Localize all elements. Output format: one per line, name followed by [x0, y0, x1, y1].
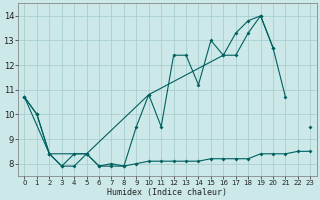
X-axis label: Humidex (Indice chaleur): Humidex (Indice chaleur)	[108, 188, 228, 197]
